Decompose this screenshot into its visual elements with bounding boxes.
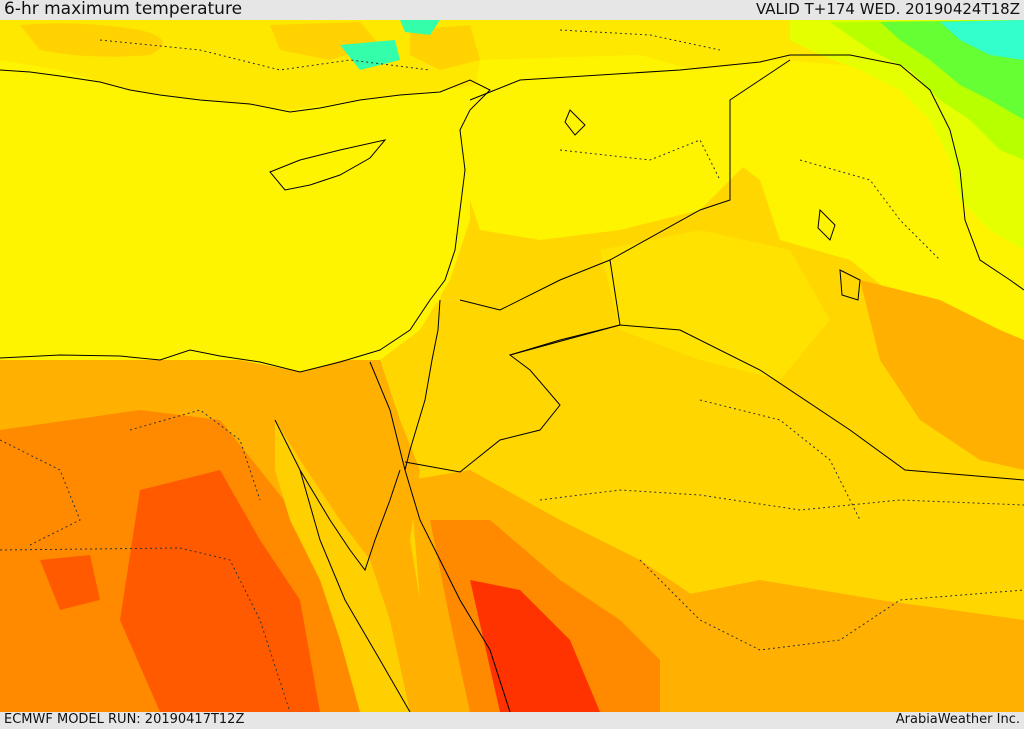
admin-line-6 (799, 159, 941, 261)
med-coastline (0, 69, 491, 373)
footer-bar: ECMWF MODEL RUN: 20190417T12Z ArabiaWeat… (0, 712, 1024, 729)
jordan-valley (404, 299, 441, 471)
north-warm-patch (20, 23, 163, 57)
admin-line-2 (129, 409, 261, 501)
jordan-iraq-border (404, 59, 791, 473)
valid-time-label: VALID T+174 WED. 20190424T18Z (755, 0, 1020, 18)
south-field (660, 580, 1024, 712)
sinai-coast (274, 419, 401, 572)
iraq-west-field (600, 230, 830, 380)
north-warm-patch-3 (410, 25, 480, 70)
admin-line-9 (99, 39, 431, 71)
arabia-coast (404, 469, 511, 712)
header-bar: 6-hr maximum temperature VALID T+174 WED… (0, 0, 1024, 20)
temperature-map (0, 20, 1024, 712)
turkey-iran-border (469, 54, 1024, 291)
map-title: 6-hr maximum temperature (4, 0, 243, 19)
syria-jordan-border (459, 259, 611, 311)
admin-line-8 (699, 399, 861, 521)
hejaz-hottest-field (470, 580, 600, 712)
admin-line-5 (559, 139, 721, 181)
credit-label: ArabiaWeather Inc. (895, 712, 1020, 727)
admin-line-10 (559, 29, 721, 51)
model-run-label: ECMWF MODEL RUN: 20190417T12Z (4, 712, 245, 727)
admin-boundaries (0, 29, 1024, 712)
mountain-cyan (940, 20, 1024, 60)
admin-line-3 (539, 489, 1024, 511)
saudi-iraq-border (509, 324, 1024, 481)
egypt-red-sea-coast (299, 469, 411, 712)
gulf-field (860, 280, 1024, 470)
turkey-cool-patch (340, 40, 400, 70)
admin-line-4 (639, 559, 1024, 651)
mediterranean-sea (0, 75, 465, 372)
cyprus-outline (269, 139, 387, 191)
map-svg (0, 20, 1024, 712)
turkey-cool-patch-2 (400, 20, 440, 35)
lake-outline (817, 208, 836, 241)
egypt-hot-patch (40, 555, 100, 610)
syria-field (460, 55, 760, 240)
lake-outline-2 (839, 269, 861, 301)
red-sea-field (275, 420, 410, 712)
sinai-border (369, 361, 406, 471)
lake-outline-3 (564, 109, 586, 136)
coastlines (0, 54, 1024, 712)
admin-line-1 (0, 547, 291, 712)
